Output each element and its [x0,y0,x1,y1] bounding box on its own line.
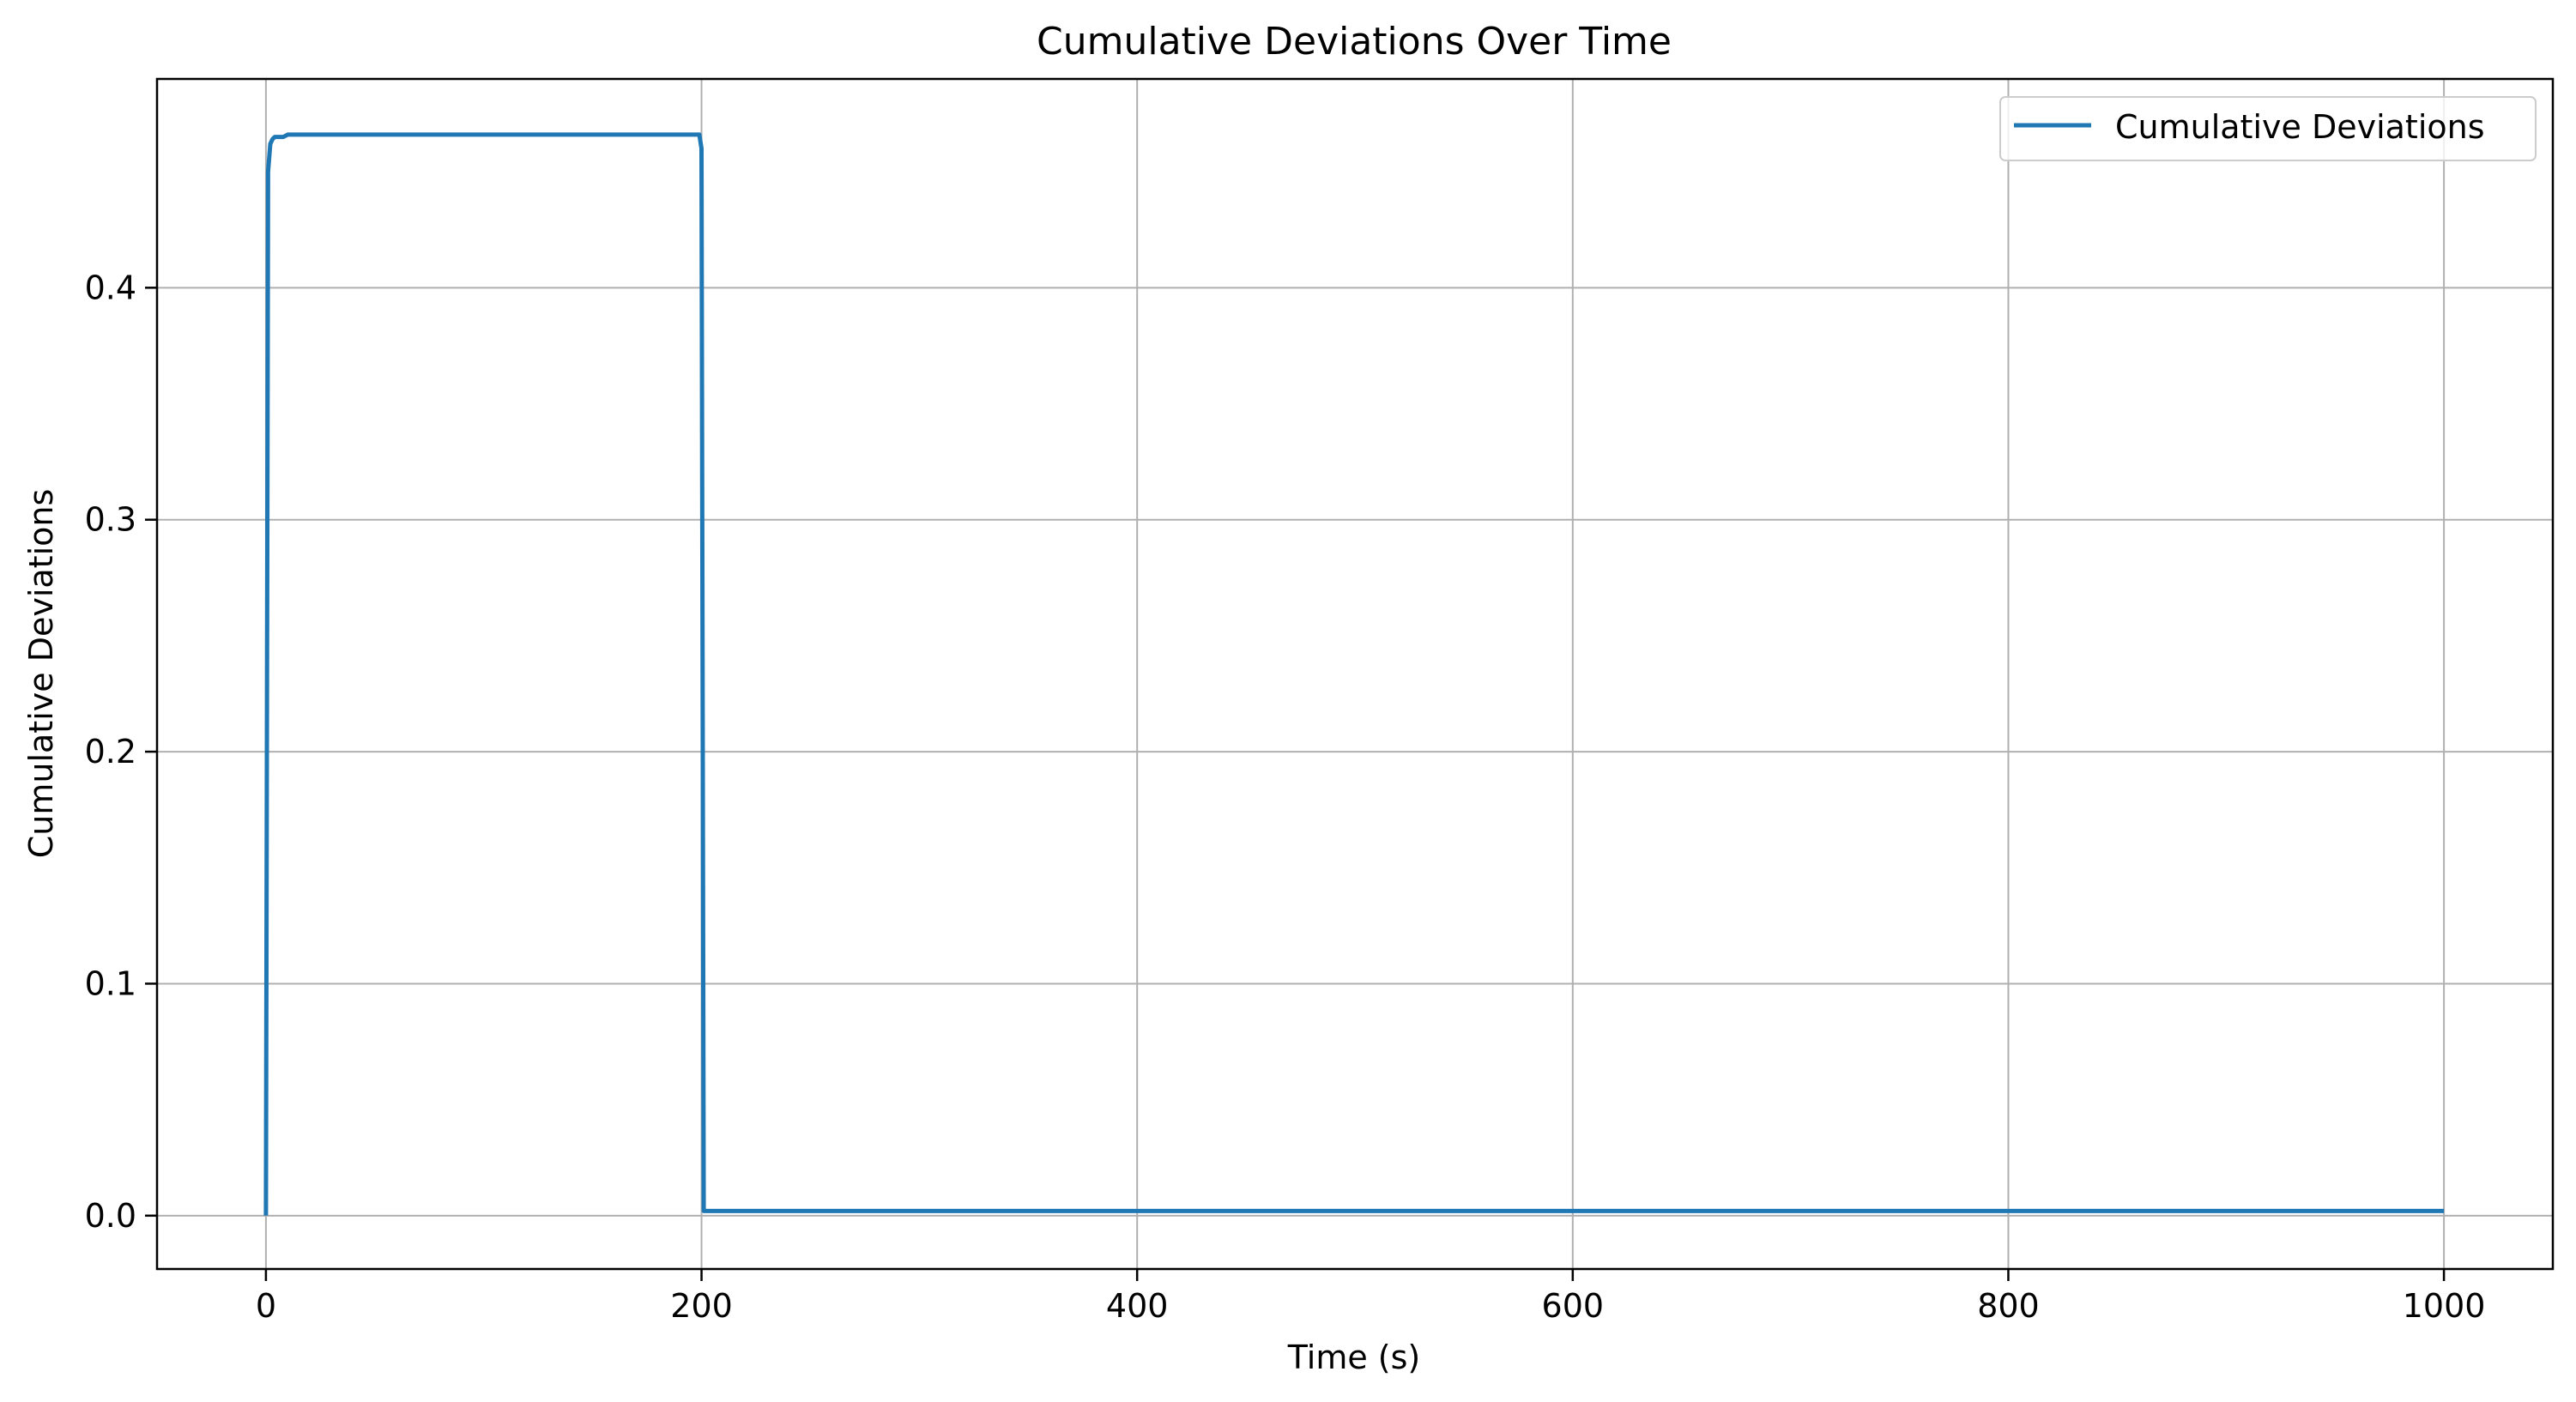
chart-title: Cumulative Deviations Over Time [1037,20,1672,63]
series-line-0 [263,132,2445,1216]
x-tick-label: 200 [670,1287,733,1325]
x-axis-label: Time (s) [1287,1339,1421,1376]
series-layer [263,132,2445,1216]
y-tick-label: 0.4 [85,269,136,306]
y-tick-label: 0.0 [85,1197,136,1235]
y-tick-label: 0.3 [85,501,136,539]
plot-area-frame [155,77,2555,1271]
x-tick-label: 600 [1542,1287,1605,1325]
grid-lines [157,79,2553,1269]
x-tick-label: 800 [1977,1287,2040,1325]
y-tick-label: 0.2 [85,733,136,770]
y-tick-label: 0.1 [85,964,136,1002]
x-axis: 0 200 400 600 800 1000 [256,1269,2486,1325]
x-tick-label: 1000 [2403,1287,2486,1325]
legend: Cumulative Deviations [1999,96,2537,161]
legend-label: Cumulative Deviations [2115,108,2485,146]
y-axis-label: Cumulative Deviations [22,489,60,859]
x-tick-label: 0 [256,1287,276,1325]
legend-box [1999,96,2537,161]
y-axis: 0.0 0.1 0.2 0.3 0.4 [85,269,157,1235]
x-tick-label: 400 [1106,1287,1169,1325]
